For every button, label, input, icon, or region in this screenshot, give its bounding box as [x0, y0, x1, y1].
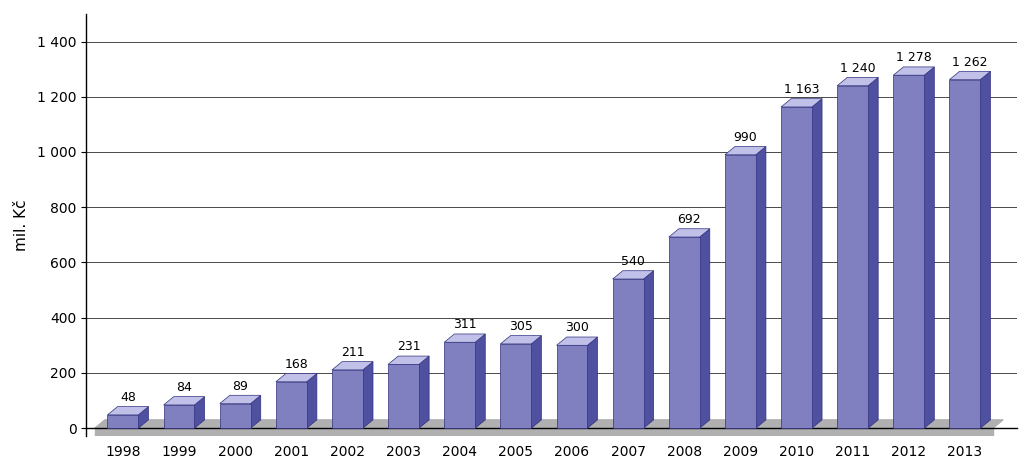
Text: 1 163: 1 163 [784, 83, 820, 96]
Text: 540: 540 [622, 255, 645, 268]
Polygon shape [475, 334, 486, 428]
Polygon shape [95, 420, 1003, 428]
Text: 231: 231 [397, 340, 421, 353]
Polygon shape [444, 334, 486, 342]
Polygon shape [276, 374, 317, 382]
Polygon shape [107, 415, 138, 428]
Polygon shape [980, 71, 991, 428]
Polygon shape [164, 397, 204, 405]
Text: 1 240: 1 240 [840, 62, 875, 74]
Polygon shape [781, 107, 812, 428]
Polygon shape [500, 344, 531, 428]
Polygon shape [251, 395, 261, 428]
Polygon shape [669, 229, 709, 237]
Polygon shape [95, 428, 993, 436]
Polygon shape [612, 271, 654, 279]
Text: 692: 692 [677, 213, 701, 226]
Polygon shape [531, 336, 541, 428]
Polygon shape [419, 356, 429, 428]
Polygon shape [388, 365, 419, 428]
Polygon shape [924, 67, 934, 428]
Polygon shape [725, 146, 766, 155]
Polygon shape [756, 146, 766, 428]
Polygon shape [164, 405, 195, 428]
Text: 89: 89 [232, 380, 248, 392]
Polygon shape [220, 395, 261, 403]
Polygon shape [588, 337, 598, 428]
Polygon shape [893, 67, 934, 75]
Polygon shape [363, 362, 373, 428]
Polygon shape [195, 397, 204, 428]
Polygon shape [276, 382, 307, 428]
Polygon shape [893, 75, 924, 428]
Y-axis label: mil. Kč: mil. Kč [13, 199, 29, 251]
Polygon shape [781, 99, 822, 107]
Polygon shape [837, 86, 868, 428]
Polygon shape [444, 342, 475, 428]
Text: 211: 211 [340, 346, 364, 359]
Polygon shape [138, 407, 148, 428]
Polygon shape [557, 337, 598, 345]
Text: 990: 990 [734, 131, 758, 144]
Text: 84: 84 [176, 381, 192, 394]
Polygon shape [307, 374, 317, 428]
Polygon shape [107, 407, 148, 415]
Text: 305: 305 [509, 320, 533, 333]
Polygon shape [388, 356, 429, 365]
Text: 1 262: 1 262 [953, 55, 988, 69]
Polygon shape [557, 345, 588, 428]
Polygon shape [950, 71, 991, 80]
Polygon shape [812, 99, 822, 428]
Polygon shape [612, 279, 643, 428]
Text: 300: 300 [565, 321, 589, 334]
Polygon shape [332, 362, 373, 370]
Polygon shape [950, 80, 980, 428]
Polygon shape [220, 403, 251, 428]
Text: 168: 168 [285, 358, 308, 371]
Polygon shape [700, 229, 709, 428]
Polygon shape [837, 77, 878, 86]
Text: 1 278: 1 278 [896, 51, 932, 64]
Polygon shape [725, 155, 756, 428]
Polygon shape [643, 271, 654, 428]
Text: 48: 48 [120, 391, 136, 404]
Text: 311: 311 [453, 318, 476, 331]
Polygon shape [500, 336, 541, 344]
Polygon shape [669, 237, 700, 428]
Polygon shape [868, 77, 878, 428]
Polygon shape [332, 370, 363, 428]
